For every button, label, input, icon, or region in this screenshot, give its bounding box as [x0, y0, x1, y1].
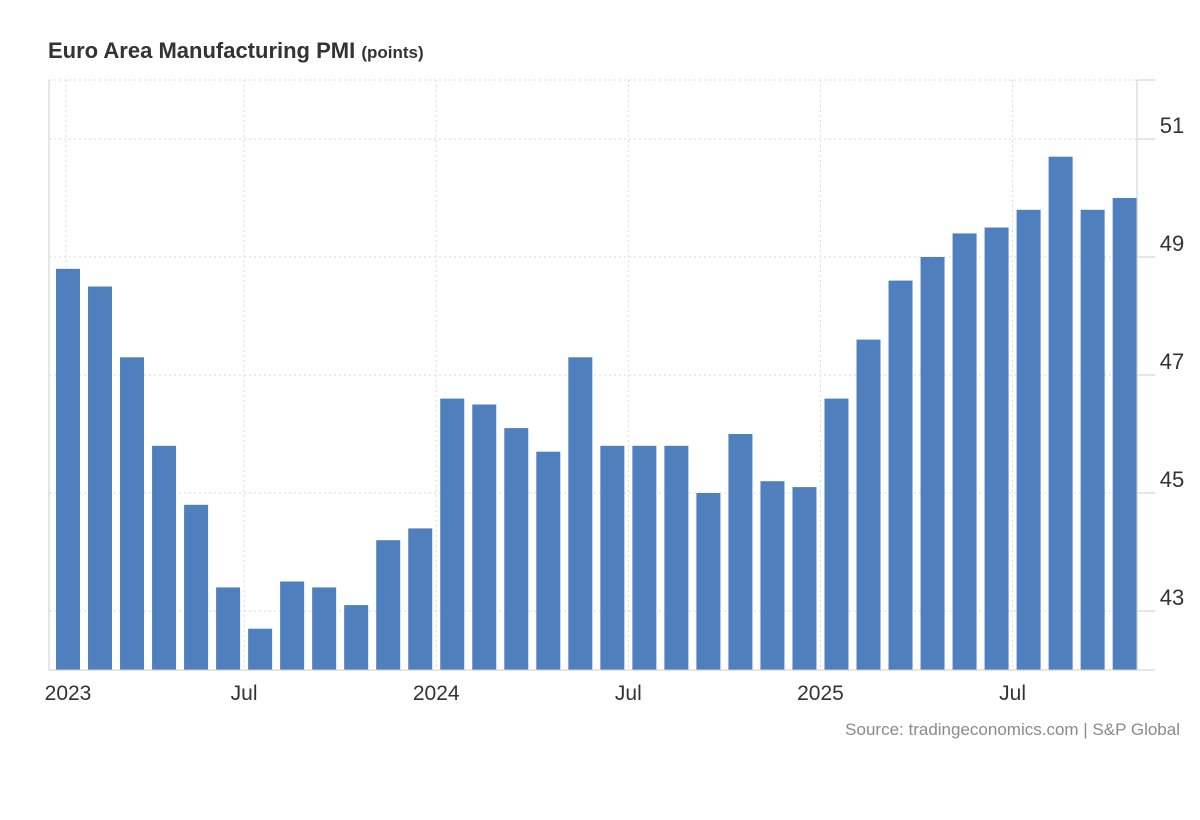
bar: [760, 481, 785, 670]
x-tick-label: Jul: [999, 682, 1026, 705]
x-tick-label: Jul: [615, 682, 642, 705]
x-axis-ticks: 2023 Jul 2024 Jul 2025 Jul: [45, 682, 1026, 705]
bar: [152, 445, 177, 670]
x-tick-label: Jul: [231, 682, 258, 705]
y-tick-label: 45: [1160, 467, 1184, 492]
bar: [792, 487, 817, 670]
bar: [568, 357, 593, 670]
bar: [1048, 156, 1073, 670]
bar: [344, 605, 369, 670]
chart-unit: (points): [361, 43, 424, 62]
bar: [280, 581, 305, 670]
x-tick-label: 2024: [413, 682, 460, 705]
chart-title: Euro Area Manufacturing PMI (points): [48, 38, 424, 64]
bar: [536, 451, 561, 670]
bar: [504, 428, 529, 670]
bar: [408, 528, 433, 670]
y-tick-label: 51: [1160, 113, 1184, 138]
bar: [1080, 209, 1105, 671]
bar: [1112, 198, 1137, 670]
bar: [440, 398, 465, 670]
bar: [728, 434, 753, 670]
x-tick-label: 2023: [45, 682, 92, 705]
bar: [216, 587, 241, 670]
pmi-bar-chart: 2023 Jul 2024 Jul 2025 Jul 43 45 47 49 51: [45, 79, 1184, 705]
bar: [952, 233, 977, 670]
bar: [856, 339, 881, 670]
bar: [56, 268, 80, 670]
bar: [312, 587, 337, 670]
bar: [184, 504, 209, 670]
bar: [472, 404, 497, 670]
bar: [120, 357, 145, 670]
y-axis-ticks: 43 45 47 49 51: [1137, 79, 1184, 612]
y-tick-label: 47: [1160, 349, 1184, 374]
bars: [56, 156, 1137, 671]
bar: [88, 286, 113, 670]
bar: [824, 398, 849, 670]
source-note: Source: tradingeconomics.com | S&P Globa…: [845, 720, 1180, 739]
x-tick-label: 2025: [797, 682, 844, 705]
bar: [1016, 209, 1041, 671]
bar: [696, 493, 721, 670]
chart-title-text: Euro Area Manufacturing PMI: [48, 38, 356, 63]
bar: [632, 445, 657, 670]
y-tick-label: 49: [1160, 231, 1184, 256]
bar: [376, 540, 401, 670]
bar: [664, 445, 689, 670]
bar: [248, 628, 273, 670]
bar: [984, 227, 1009, 670]
bar: [888, 280, 913, 670]
y-tick-label: 43: [1160, 585, 1184, 610]
bar: [920, 257, 945, 670]
bar: [600, 445, 625, 670]
